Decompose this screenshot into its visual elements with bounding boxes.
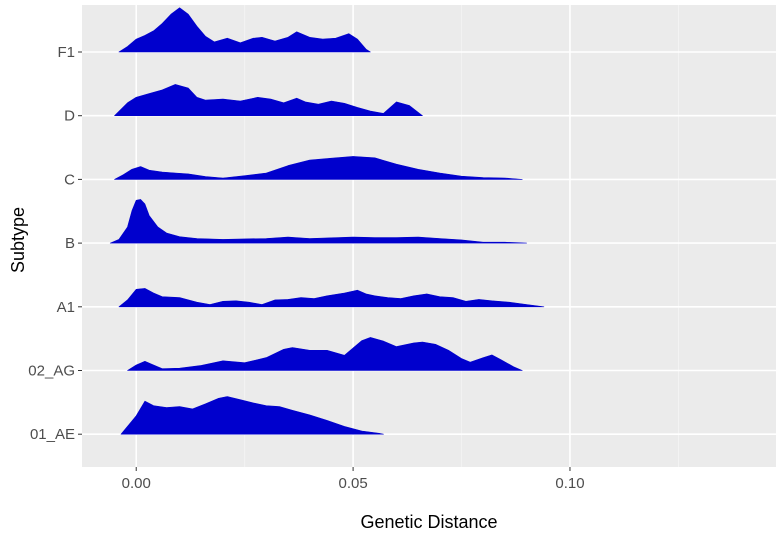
ridge-01-ae — [120, 396, 384, 435]
density-ridges — [109, 7, 545, 435]
x-tick-label: 0.00 — [122, 475, 151, 492]
ridge-b — [109, 199, 527, 244]
x-tick-label: 0.10 — [555, 475, 584, 492]
y-axis-title: Subtype — [8, 207, 28, 273]
y-tick-label: F1 — [57, 44, 75, 61]
axes: 0.00 0.05 0.10 01_AE 02_AG A1 B C D F1 — [28, 44, 584, 492]
y-tick-label: A1 — [57, 299, 75, 316]
y-tick-label: 01_AE — [30, 426, 75, 443]
x-tick-label: 0.05 — [338, 475, 367, 492]
y-tick-label: D — [64, 108, 75, 125]
x-axis-title: Genetic Distance — [360, 512, 497, 532]
y-tick-label: 02_AG — [28, 363, 75, 380]
ridge-c — [114, 156, 523, 180]
ridge-f1 — [118, 7, 371, 53]
ridge-d — [114, 84, 423, 116]
y-tick-label: C — [64, 171, 75, 188]
y-tick-label: B — [65, 235, 75, 252]
ridge-02-ag — [127, 337, 523, 371]
ridge-a1 — [118, 288, 545, 308]
panel-background — [82, 5, 776, 467]
